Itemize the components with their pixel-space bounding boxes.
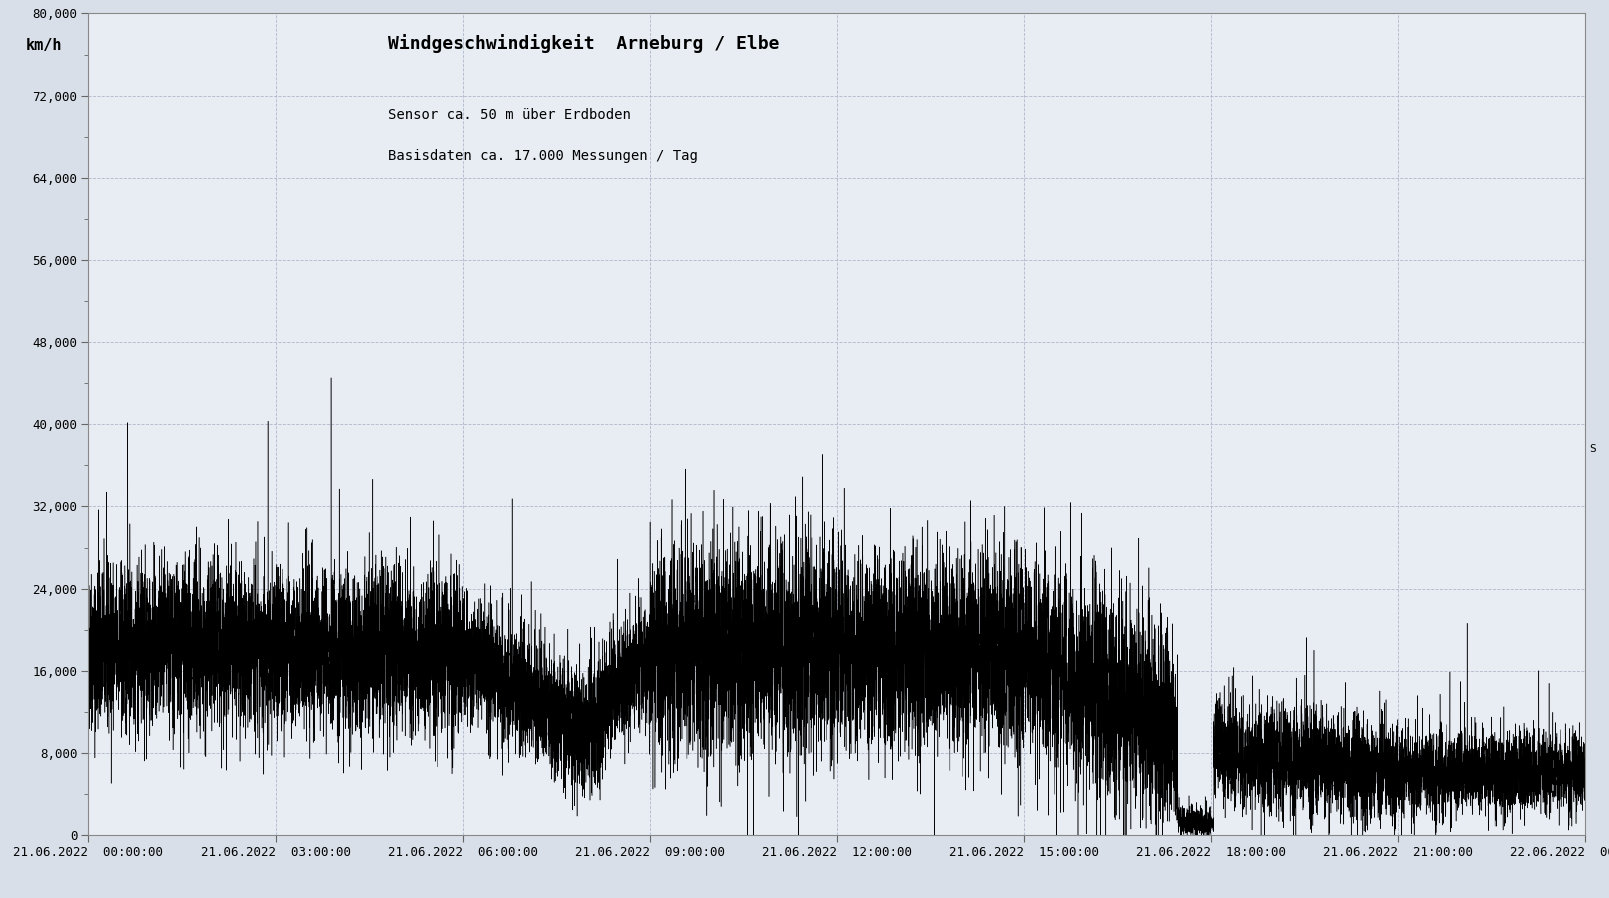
- Text: Sensor ca. 50 m über Erdboden: Sensor ca. 50 m über Erdboden: [388, 108, 631, 122]
- Text: S: S: [1590, 444, 1596, 454]
- Text: Windgeschwindigkeit  Arneburg / Elbe: Windgeschwindigkeit Arneburg / Elbe: [388, 34, 779, 53]
- Text: Basisdaten ca. 17.000 Messungen / Tag: Basisdaten ca. 17.000 Messungen / Tag: [388, 149, 698, 163]
- Text: km/h: km/h: [26, 38, 63, 53]
